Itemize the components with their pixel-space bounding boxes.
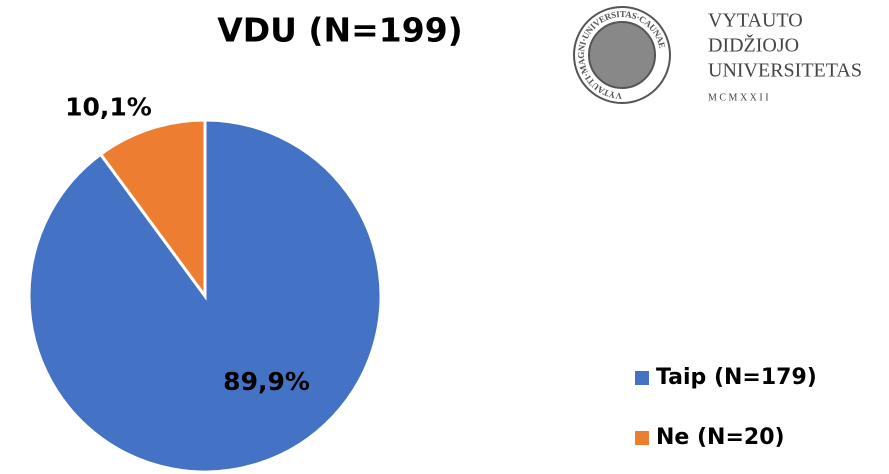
data-label: 89,9%: [223, 367, 310, 396]
legend-swatch: [635, 371, 649, 385]
legend-swatch: [635, 431, 649, 445]
legend-label: Taip (N=179): [656, 365, 817, 390]
seal-inner: [588, 21, 656, 89]
chart-title: VDU (N=199): [217, 11, 463, 50]
logo-year: M C M X X I I: [708, 92, 769, 103]
logo-line: VYTAUTO: [708, 10, 803, 32]
logo: VYTAUTI·MAGNI·UNIVERSITAS·CAUNAE VYTAUTO…: [573, 6, 862, 104]
logo-line: UNIVERSITETAS: [708, 60, 862, 82]
data-label: 10,1%: [65, 93, 152, 122]
legend-label: Ne (N=20): [656, 425, 785, 450]
logo-line: DIDŽIOJO: [708, 34, 799, 57]
seal-outer: [573, 6, 671, 104]
pie-slice: [98, 118, 207, 301]
